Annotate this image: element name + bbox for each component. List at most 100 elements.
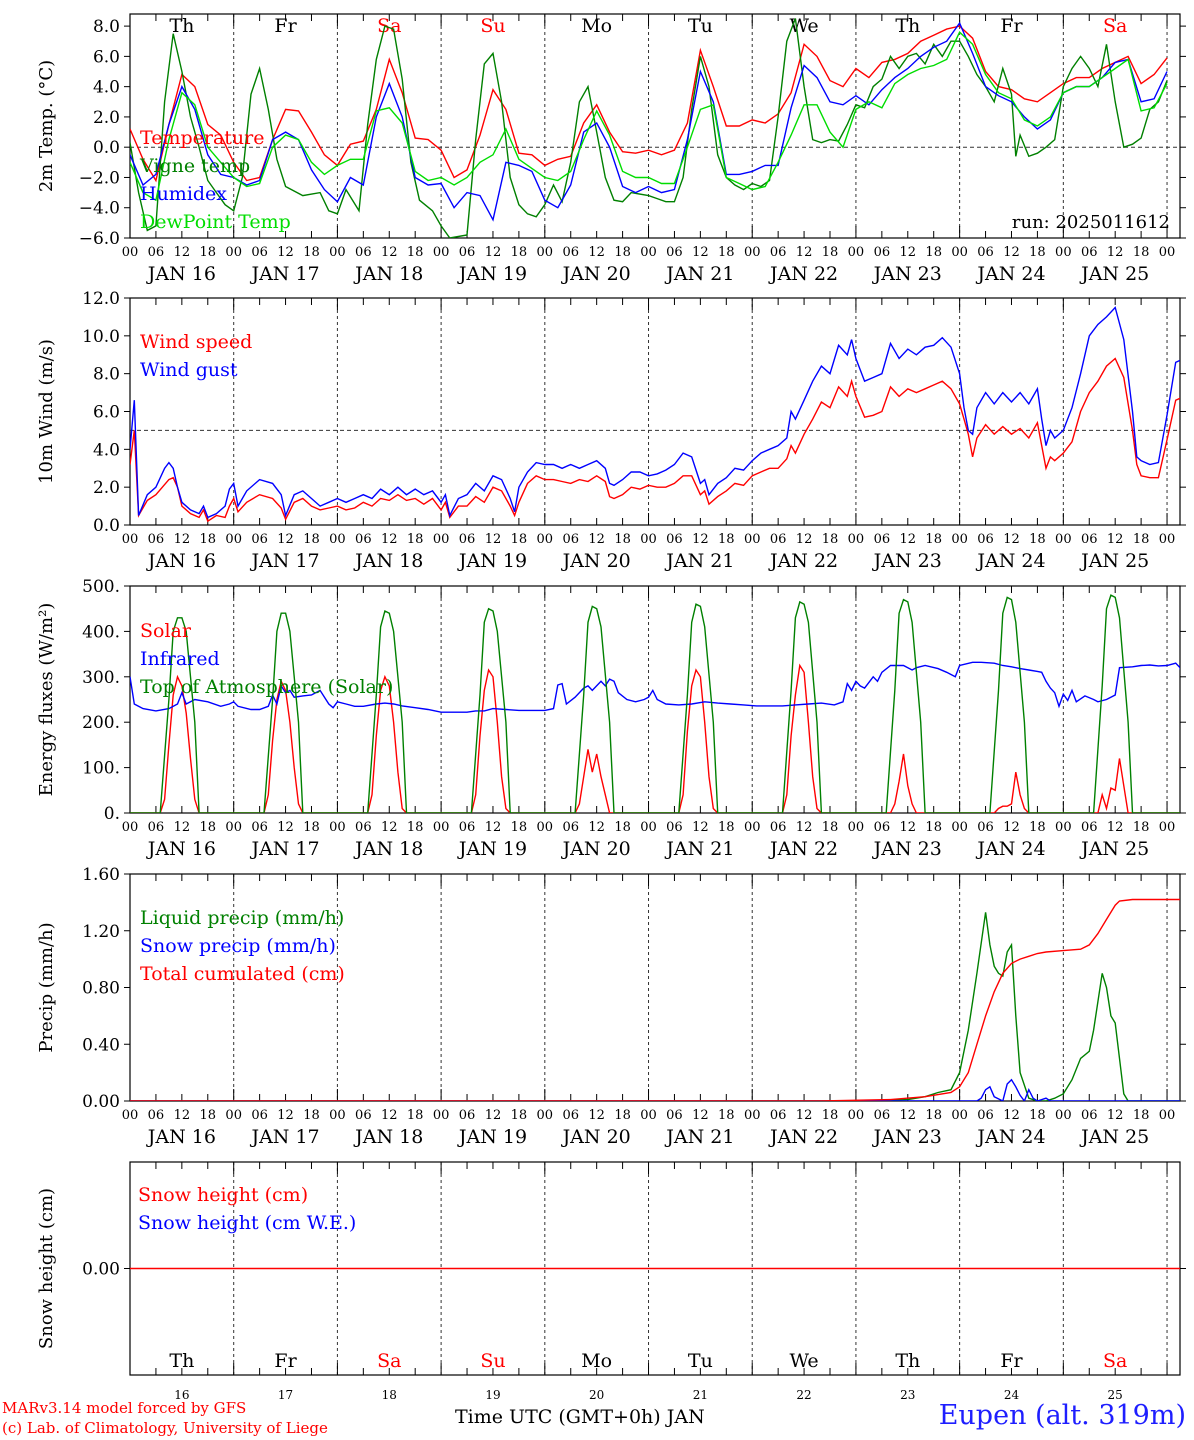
day-number-label: 25 bbox=[1108, 1388, 1123, 1402]
hour-tick-label: 06 bbox=[666, 532, 683, 547]
hour-tick-label: 00 bbox=[1055, 1108, 1072, 1123]
hour-tick-label: 00 bbox=[225, 532, 242, 547]
hour-tick-label: 06 bbox=[251, 245, 268, 260]
hour-tick-label: 06 bbox=[770, 1108, 787, 1123]
legend-entry: Top of Atmosphere (Solar) bbox=[140, 676, 393, 698]
weekday-label: Tu bbox=[688, 1350, 713, 1372]
legend-entry: Humidex bbox=[140, 183, 227, 205]
hour-tick-label: 00 bbox=[848, 245, 865, 260]
date-label: JAN 21 bbox=[664, 263, 734, 285]
hour-tick-label: 00 bbox=[744, 245, 761, 260]
hour-tick-label: 06 bbox=[1081, 820, 1098, 835]
date-label: JAN 23 bbox=[872, 550, 942, 572]
hour-tick-label: 18 bbox=[925, 1108, 942, 1123]
y-tick-label: −4.0 bbox=[79, 199, 120, 219]
hour-tick-label: 12 bbox=[588, 532, 605, 547]
hour-tick-label: 00 bbox=[537, 245, 554, 260]
hour-tick-label: 00 bbox=[640, 820, 657, 835]
hour-tick-label: 00 bbox=[433, 1108, 450, 1123]
y-tick-label: 10.0 bbox=[82, 327, 120, 347]
hour-tick-label: 00 bbox=[225, 1108, 242, 1123]
day-number-label: 21 bbox=[693, 1388, 708, 1402]
hour-tick-label: 12 bbox=[1003, 1108, 1020, 1123]
date-label: JAN 18 bbox=[353, 550, 423, 572]
weekday-label: Fr bbox=[1000, 15, 1023, 37]
hour-tick-label: 00 bbox=[537, 1108, 554, 1123]
date-label: JAN 22 bbox=[768, 550, 838, 572]
hour-tick-label: 00 bbox=[951, 245, 968, 260]
hour-tick-label: 12 bbox=[900, 245, 917, 260]
series-line bbox=[130, 25, 1168, 183]
hour-tick-label: 12 bbox=[174, 245, 191, 260]
day-number-label: 19 bbox=[485, 1388, 500, 1402]
date-label: JAN 16 bbox=[146, 263, 216, 285]
hour-tick-label: 12 bbox=[277, 1108, 294, 1123]
series-line bbox=[130, 357, 1180, 523]
legend-entry: DewPoint Temp bbox=[140, 211, 291, 233]
hour-tick-label: 12 bbox=[796, 245, 813, 260]
date-label: JAN 23 bbox=[872, 838, 942, 860]
hour-tick-label: 18 bbox=[822, 532, 839, 547]
hour-tick-label: 00 bbox=[744, 820, 761, 835]
legend-entry: Snow precip (mm/h) bbox=[140, 935, 336, 957]
lab-credit: (c) Lab. of Climatology, University of L… bbox=[2, 1419, 328, 1437]
y-tick-label: 0.0 bbox=[93, 516, 120, 536]
hour-tick-label: 12 bbox=[485, 1108, 502, 1123]
y-tick-label: 4.0 bbox=[93, 78, 120, 98]
legend-entry: Liquid precip (mm/h) bbox=[140, 907, 344, 929]
y-tick-label: 8.0 bbox=[93, 17, 120, 37]
hour-tick-label: 12 bbox=[174, 820, 191, 835]
hour-tick-label: 12 bbox=[381, 532, 398, 547]
date-label: JAN 21 bbox=[664, 550, 734, 572]
weekday-label: Mo bbox=[581, 1350, 612, 1372]
date-label: JAN 25 bbox=[1079, 1126, 1149, 1148]
hour-tick-label: 18 bbox=[511, 245, 528, 260]
hour-tick-label: 12 bbox=[692, 532, 709, 547]
model-credit: MARv3.14 model forced by GFS bbox=[2, 1399, 247, 1417]
hour-tick-label: 06 bbox=[562, 532, 579, 547]
hour-tick-label: 06 bbox=[251, 1108, 268, 1123]
weekday-label: Sa bbox=[377, 15, 401, 37]
hour-tick-label: 00 bbox=[951, 820, 968, 835]
hour-tick-label: 18 bbox=[511, 1108, 528, 1123]
y-tick-label: 6.0 bbox=[93, 47, 120, 67]
date-label: JAN 21 bbox=[664, 1126, 734, 1148]
series-line bbox=[130, 306, 1180, 519]
hour-tick-label: 06 bbox=[977, 532, 994, 547]
legend-entry: Infrared bbox=[140, 648, 220, 670]
hour-tick-label: 06 bbox=[148, 1108, 165, 1123]
hour-tick-label: 00 bbox=[329, 820, 346, 835]
hour-tick-label: 06 bbox=[459, 820, 476, 835]
day-number-label: 17 bbox=[278, 1388, 293, 1402]
hour-tick-label: 12 bbox=[900, 1108, 917, 1123]
date-label: JAN 19 bbox=[457, 263, 527, 285]
hour-tick-label: 18 bbox=[718, 820, 735, 835]
date-label: JAN 16 bbox=[146, 1126, 216, 1148]
hour-tick-label: 12 bbox=[588, 820, 605, 835]
y-axis-label: Energy fluxes (W/m²) bbox=[36, 603, 57, 797]
hour-tick-label: 00 bbox=[640, 532, 657, 547]
date-label: JAN 17 bbox=[249, 1126, 319, 1148]
hour-tick-label: 18 bbox=[1029, 1108, 1046, 1123]
hour-tick-label: 12 bbox=[692, 820, 709, 835]
y-tick-label: 200. bbox=[82, 713, 120, 733]
hour-tick-label: 18 bbox=[1133, 820, 1150, 835]
hour-tick-label: 00 bbox=[848, 820, 865, 835]
hour-tick-label: 18 bbox=[407, 820, 424, 835]
hour-tick-label: 06 bbox=[874, 532, 891, 547]
weekday-label: Sa bbox=[1103, 1350, 1127, 1372]
weekday-label: Fr bbox=[1000, 1350, 1023, 1372]
hour-tick-label: 12 bbox=[1107, 1108, 1124, 1123]
hour-tick-label: 18 bbox=[407, 532, 424, 547]
hour-tick-label: 12 bbox=[900, 532, 917, 547]
hour-tick-label: 06 bbox=[666, 820, 683, 835]
hour-tick-label: 18 bbox=[614, 532, 631, 547]
hour-tick-label: 00 bbox=[433, 820, 450, 835]
hour-tick-label: 06 bbox=[874, 820, 891, 835]
date-label: JAN 25 bbox=[1079, 838, 1149, 860]
hour-tick-label: 12 bbox=[1107, 532, 1124, 547]
series-line bbox=[130, 663, 1180, 813]
hour-tick-label: 00 bbox=[951, 1108, 968, 1123]
hour-tick-label: 00 bbox=[329, 532, 346, 547]
legend-entry: Temperature bbox=[140, 127, 264, 149]
